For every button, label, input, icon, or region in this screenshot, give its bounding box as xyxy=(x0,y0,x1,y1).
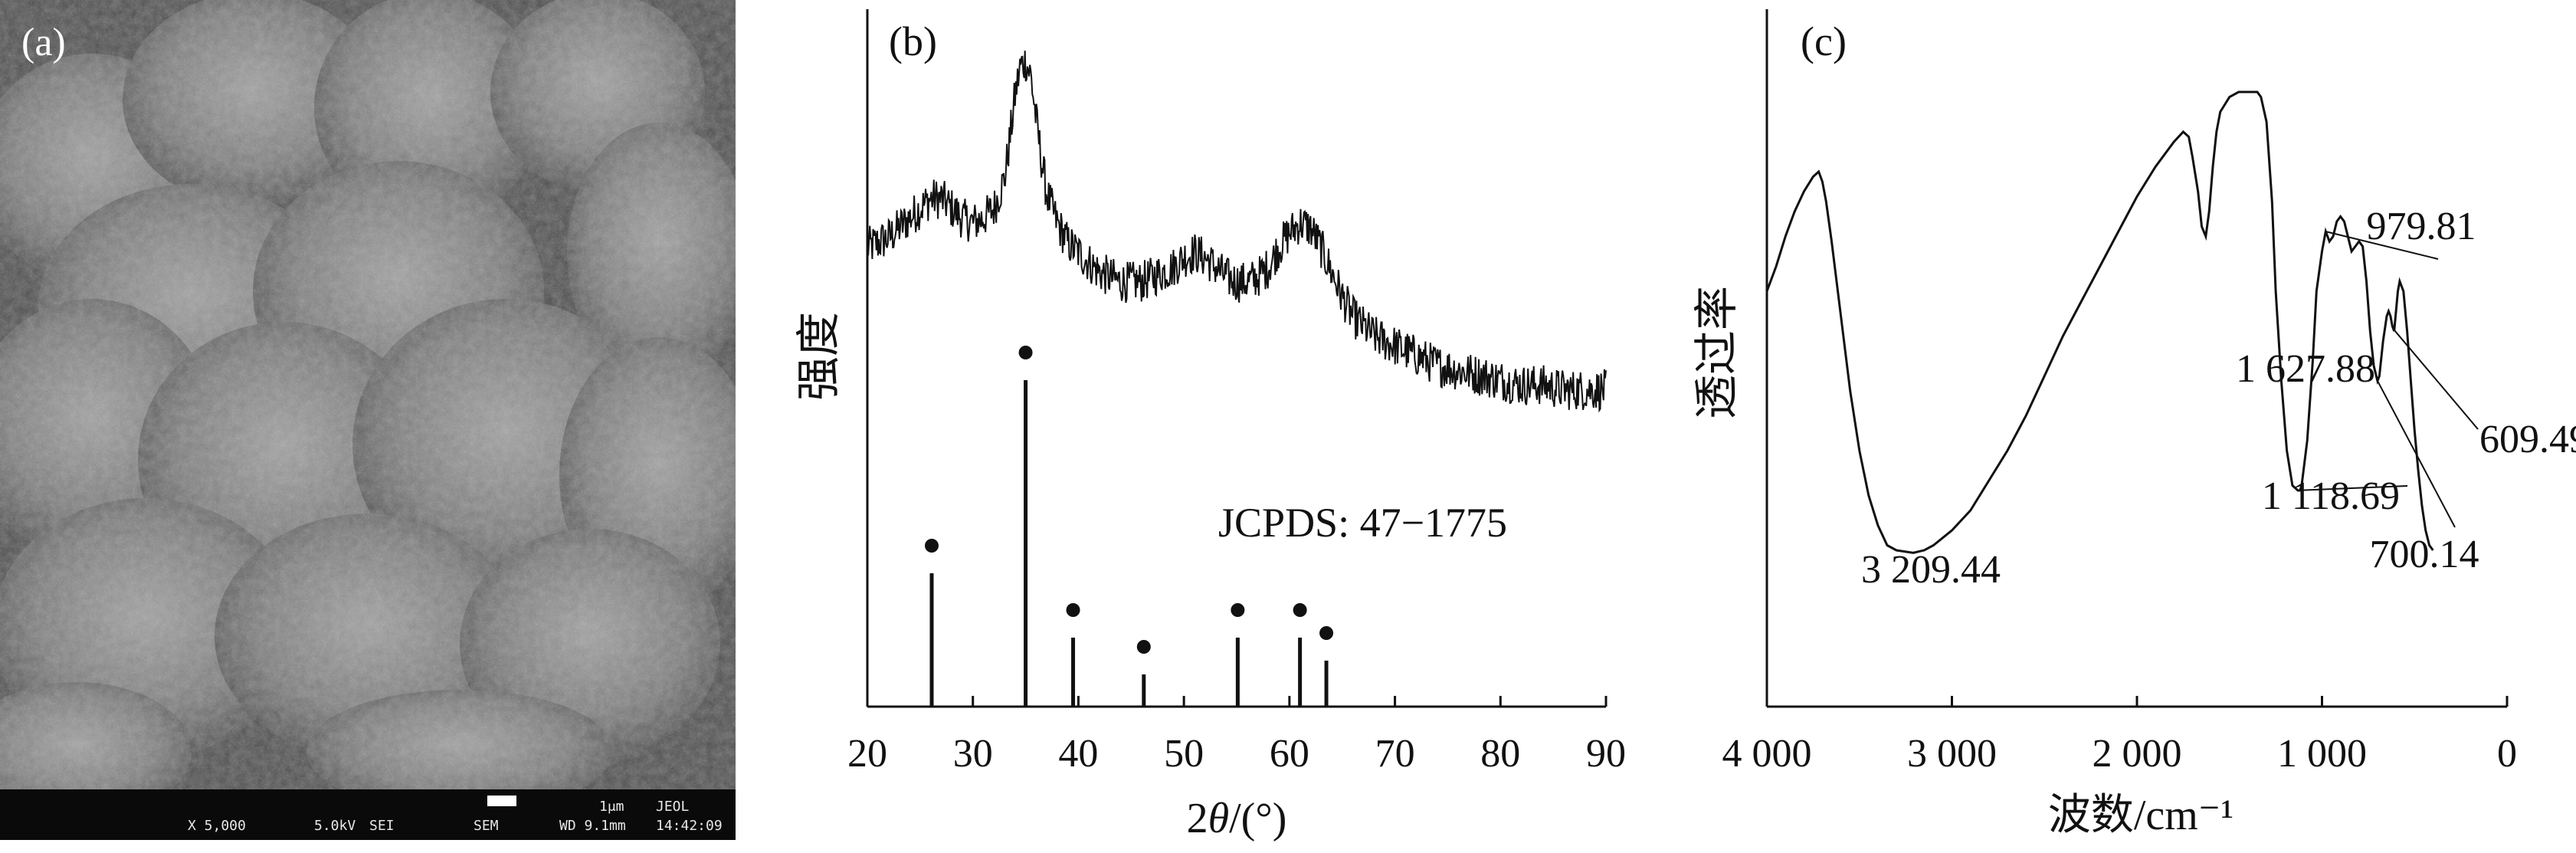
peak-annotation-label: 1 118.69 xyxy=(2262,474,2400,518)
xrd-x-tick-label: 30 xyxy=(953,732,993,776)
xrd-chart-panel: (b) 20 30 40 50 60 70 80 90 JCPDS: 47−1775 强度 2… xyxy=(736,0,1655,849)
sem-instrument: SEM xyxy=(474,818,499,834)
peak-annotation-label: 609.49 xyxy=(2479,418,2576,461)
peak-leader-line xyxy=(2377,380,2456,528)
ftir-x-ticks xyxy=(1765,696,2509,707)
peak-leader-line xyxy=(2299,485,2408,491)
xrd-x-tick-labels: 20 30 40 50 60 70 80 90 xyxy=(847,732,1626,776)
sem-mode: SEI xyxy=(369,818,395,834)
ftir-x-label: 波数/cm⁻¹ xyxy=(2048,792,2234,839)
xrd-x-tick-label: 90 xyxy=(1586,732,1626,776)
peak-annotation-label: 979.81 xyxy=(2367,205,2476,248)
peak-annotation-label: 3 209.44 xyxy=(1861,548,2001,592)
ftir-x-tick-labels: 4 000 3 000 2 000 1 000 0 xyxy=(1722,732,2518,776)
reference-peak-marker xyxy=(1319,626,1334,640)
ftir-chart-panel: (c) 4 000 3 000 2 000 1 000 0 3 209.44 1 627.… xyxy=(1655,0,2576,849)
ftir-peak-annotations: 3 209.44 1 627.88 1 118.69 979.81 700.14 609.… xyxy=(1861,205,2576,592)
peak-leader-line xyxy=(2325,231,2439,260)
xrd-x-tick-label: 40 xyxy=(1058,732,1098,776)
reference-peak-marker xyxy=(1231,603,1245,617)
ftir-y-label: 透过率 xyxy=(1692,286,1742,419)
scale-bar xyxy=(487,796,516,806)
sem-voltage: 5.0kV xyxy=(314,818,356,834)
ftir-x-tick-label: 1 000 xyxy=(2277,732,2367,776)
ftir-x-tick-label: 4 000 xyxy=(1722,732,1812,776)
ftir-chart: (c) 4 000 3 000 2 000 1 000 0 3 209.44 1 627.… xyxy=(1692,9,2576,839)
peak-annotation-label: 1 627.88 xyxy=(2236,347,2375,391)
ftir-x-tick-label: 2 000 xyxy=(2093,732,2182,776)
reference-peak-marker xyxy=(925,539,939,553)
peak-annotation-label: 700.14 xyxy=(2370,533,2479,576)
ftir-spectrum-line xyxy=(1765,90,2434,554)
sem-info-bar: 1μm JEOL X 5,000 5.0kV SEI SEM WD 9.1mm … xyxy=(0,789,736,840)
sem-timestamp: 14:42:09 xyxy=(656,818,723,834)
sem-working-distance: WD 9.1mm xyxy=(559,818,626,834)
xrd-x-tick-label: 50 xyxy=(1164,732,1204,776)
reference-peak-marker xyxy=(1066,603,1080,617)
sem-brand: JEOL xyxy=(656,799,690,815)
xrd-x-tick-label: 70 xyxy=(1375,732,1415,776)
xrd-x-label: 2θ/(°) xyxy=(1187,795,1287,842)
xrd-x-tick-label: 80 xyxy=(1480,732,1520,776)
ftir-x-tick-label: 3 000 xyxy=(1907,732,1997,776)
xrd-reference-peaks xyxy=(925,346,1334,707)
ftir-x-tick-label: 0 xyxy=(2497,732,2517,776)
xrd-x-ticks xyxy=(866,696,1608,707)
sem-magnification: X 5,000 xyxy=(188,818,246,834)
xrd-y-label: 强度 xyxy=(794,312,844,401)
reference-peak-marker xyxy=(1136,640,1151,654)
xrd-x-tick-label: 20 xyxy=(847,732,887,776)
sem-scale: 1μm xyxy=(599,799,624,815)
panel-b-label: (b) xyxy=(889,18,937,64)
panel-a-label: (a) xyxy=(21,21,66,64)
sem-image-panel: (a) 1μm JEOL X 5,000 5.0kV SEI SEM WD 9.… xyxy=(0,0,736,840)
panel-c-label: (c) xyxy=(1801,18,1847,64)
jcpds-reference-label: JCPDS: 47−1775 xyxy=(1218,500,1507,546)
reference-peak-marker xyxy=(1018,346,1033,359)
peak-leader-line xyxy=(2394,330,2479,430)
sem-image: (a) 1μm JEOL X 5,000 5.0kV SEI SEM WD 9.… xyxy=(0,0,736,840)
reference-peak-marker xyxy=(1293,603,1307,617)
xrd-x-tick-label: 60 xyxy=(1270,732,1309,776)
xrd-chart: (b) 20 30 40 50 60 70 80 90 JCPDS: 47−1775 强度 2… xyxy=(794,9,1626,842)
xrd-pattern-line xyxy=(867,51,1607,413)
